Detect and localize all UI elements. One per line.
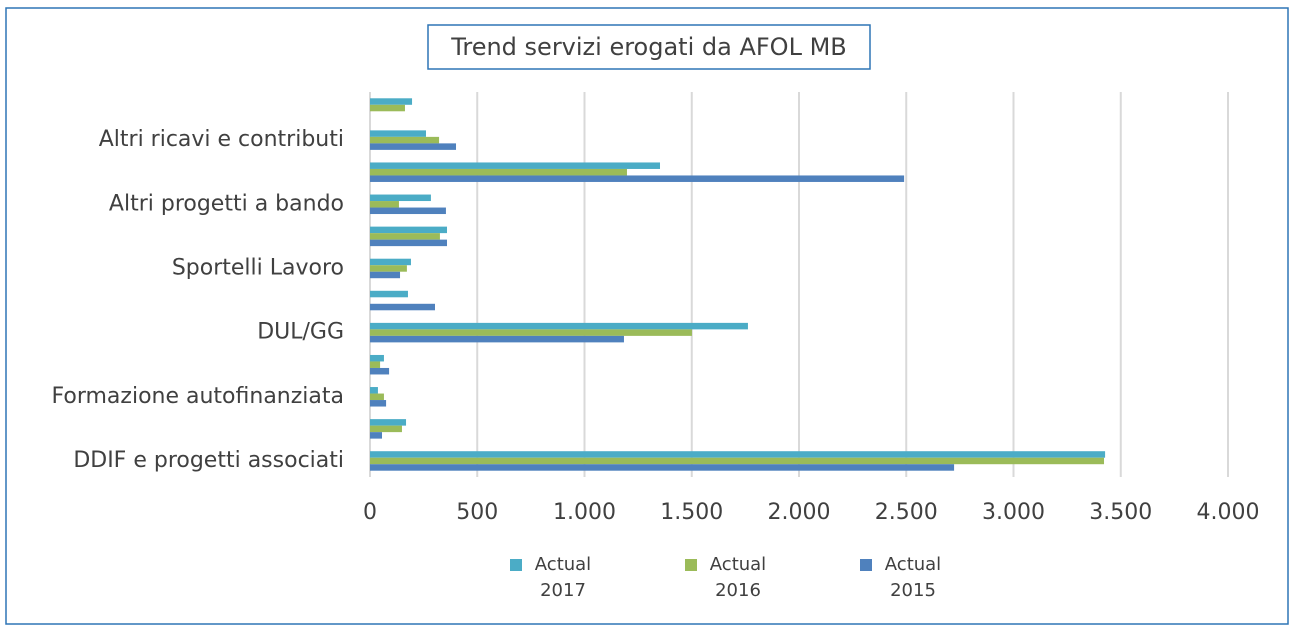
legend: Actual 2017 Actual 2016 Actual 2015 — [0, 552, 1290, 612]
bar — [370, 451, 1106, 458]
x-tick-label: 3.000 — [982, 500, 1045, 525]
bar — [370, 425, 402, 433]
bar — [370, 175, 905, 182]
x-tick-label: 1.000 — [553, 500, 616, 525]
legend-label: Actual 2016 — [709, 554, 767, 601]
y-tick-label: DUL/GG — [257, 320, 344, 345]
y-tick-label: Altri ricavi e contributi — [99, 127, 344, 152]
frame — [5, 7, 1289, 625]
legend-swatch — [685, 559, 697, 571]
y-tick-label: DDIF e progetti associati — [73, 448, 344, 473]
bar — [370, 136, 440, 144]
bar — [370, 361, 381, 368]
bar — [370, 354, 384, 362]
legend-label: Actual 2015 — [884, 554, 942, 601]
bar — [370, 335, 624, 343]
bar — [370, 393, 384, 401]
bar — [370, 226, 448, 234]
bar — [370, 143, 457, 150]
legend-item: Actual 2017 — [510, 552, 598, 604]
y-tick-label: Sportelli Lavoro — [172, 255, 344, 280]
y-tick-label: Formazione autofinanziata — [52, 384, 344, 409]
bar — [370, 271, 401, 279]
bar — [370, 130, 426, 137]
chart-title: Trend servizi erogati da AFOL MB — [450, 33, 847, 61]
bar — [370, 400, 387, 407]
bar — [370, 367, 390, 375]
y-tick-label: Altri progetti a bando — [109, 191, 344, 216]
bar — [370, 457, 1105, 465]
bar — [370, 258, 411, 266]
legend-label: Actual 2017 — [534, 554, 592, 601]
legend-item: Actual 2016 — [685, 552, 773, 604]
legend-item: Actual 2015 — [860, 552, 948, 604]
x-tick-label: 2.000 — [768, 500, 831, 525]
title-box — [427, 24, 871, 70]
bar — [370, 432, 383, 439]
bar — [370, 207, 446, 215]
bar — [370, 239, 448, 247]
bar — [370, 464, 955, 471]
legend-swatch — [860, 559, 872, 571]
x-tick-label: 1.500 — [660, 500, 723, 525]
x-tick-label: 0 — [363, 500, 377, 525]
x-tick-label: 4.000 — [1197, 500, 1260, 525]
x-tick-label: 2.500 — [875, 500, 938, 525]
bar — [370, 194, 431, 202]
x-tick-label: 3.500 — [1089, 500, 1152, 525]
bar — [370, 387, 378, 394]
bar — [370, 329, 692, 336]
bar — [370, 303, 435, 311]
bar — [370, 201, 399, 208]
legend-swatch — [510, 559, 522, 571]
bar — [370, 265, 407, 272]
bar — [370, 322, 748, 330]
bar — [370, 98, 413, 105]
bar — [370, 104, 405, 112]
bar — [370, 168, 627, 176]
bar — [370, 290, 408, 298]
bar — [370, 233, 440, 240]
bar — [370, 419, 407, 426]
bar — [370, 162, 661, 169]
x-tick-label: 500 — [456, 500, 498, 525]
